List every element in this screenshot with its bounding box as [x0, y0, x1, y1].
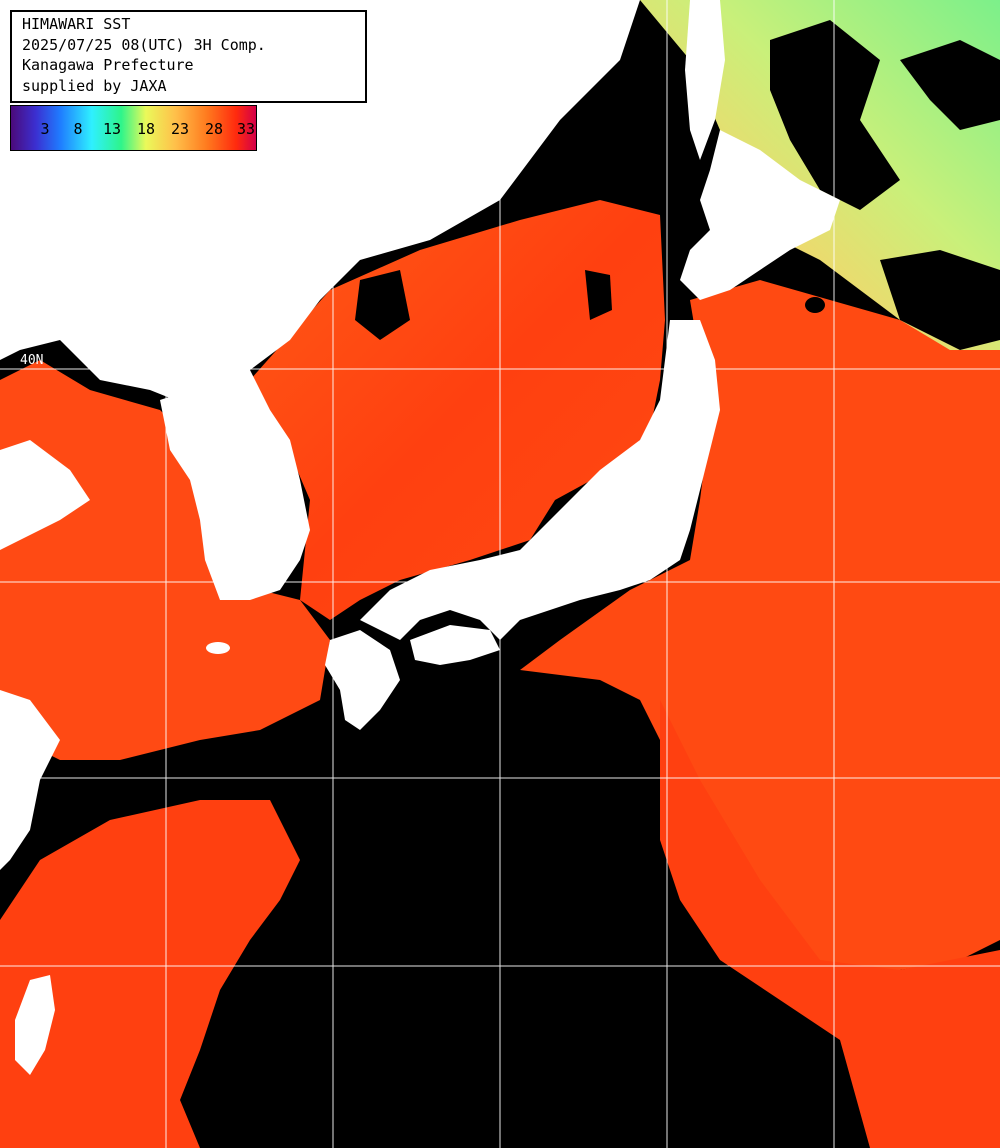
land-lake	[805, 297, 825, 313]
map-credit: supplied by JAXA	[22, 76, 167, 95]
info-box: HIMAWARI SST 2025/07/25 08(UTC) 3H Comp.…	[10, 10, 367, 103]
sea-of-japan	[250, 200, 665, 620]
pacific-east	[520, 280, 1000, 990]
land-taiwan	[15, 975, 55, 1075]
no-data-cloud-north-3	[880, 250, 1000, 350]
land-sakhalin	[685, 0, 725, 160]
map-title: HIMAWARI SST	[22, 15, 131, 33]
land-hokkaido	[680, 130, 840, 300]
no-data-cloud-sea	[355, 270, 410, 340]
land-korea	[160, 370, 310, 600]
colorbar-tick: 23	[170, 120, 190, 138]
colorbar-tick: 13	[102, 120, 122, 138]
sst-colorbar: 3 8 13 18 23 28 33	[10, 105, 257, 151]
lat-label-30n: 30N	[20, 762, 44, 777]
colorbar-tick: 3	[40, 120, 50, 138]
map-region: Kanagawa Prefecture	[22, 56, 194, 74]
no-data-cloud-north	[770, 20, 900, 210]
colorbar-tick: 33	[236, 120, 256, 138]
colorbar-tick: 8	[73, 120, 83, 138]
land-island-2	[206, 642, 230, 654]
map-datetime: 2025/07/25 08(UTC) 3H Comp.	[22, 35, 266, 54]
land-china-south	[0, 690, 60, 870]
colorbar-tick: 28	[204, 120, 224, 138]
no-data-cloud-north-2	[900, 40, 1000, 130]
land-shikoku	[410, 625, 500, 665]
land-honshu	[360, 320, 720, 640]
yellow-sea	[0, 360, 330, 760]
pacific-south-band	[660, 700, 1000, 1148]
lat-label-40n: 40N	[20, 353, 44, 368]
land-china-coast	[0, 440, 90, 550]
land-island-1	[398, 129, 422, 161]
colorbar-tick: 18	[136, 120, 156, 138]
land-kyushu	[325, 630, 400, 730]
east-china-sea-south	[0, 800, 300, 1148]
no-data-cloud-sea-2	[585, 270, 612, 320]
